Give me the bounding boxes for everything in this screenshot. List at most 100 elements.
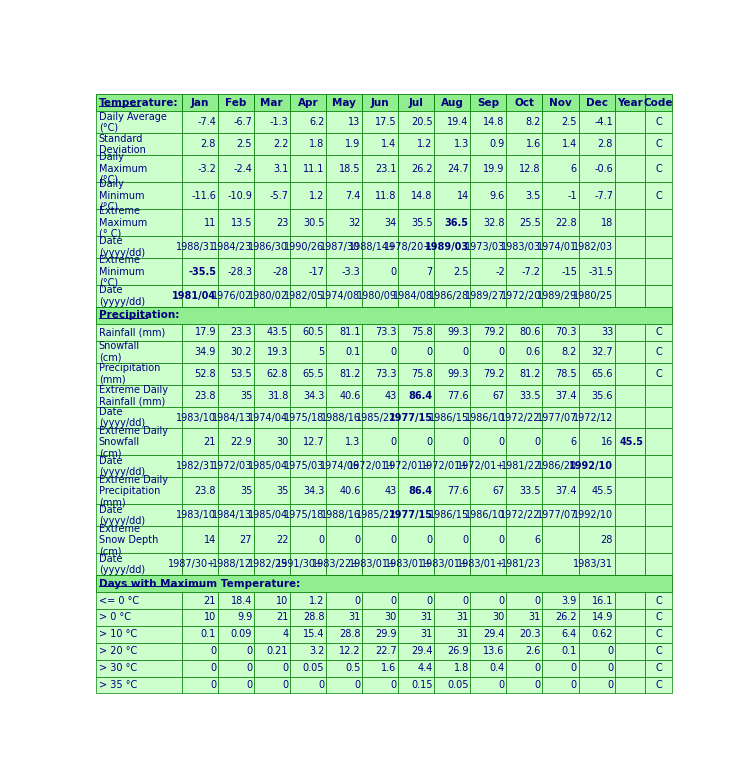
Bar xyxy=(290,626,326,643)
Bar xyxy=(645,526,672,553)
Text: 0: 0 xyxy=(535,663,541,673)
Bar xyxy=(645,182,672,209)
Text: 1986/10: 1986/10 xyxy=(465,413,505,423)
Bar xyxy=(326,94,362,112)
Bar xyxy=(290,477,326,505)
Bar xyxy=(434,505,470,526)
Bar xyxy=(614,592,645,609)
Text: 7.4: 7.4 xyxy=(345,190,361,200)
Bar xyxy=(614,477,645,505)
Bar xyxy=(542,94,578,112)
Bar xyxy=(506,406,542,428)
Text: 0: 0 xyxy=(391,680,397,690)
Bar xyxy=(645,609,672,626)
Text: -1.3: -1.3 xyxy=(269,117,288,127)
Bar xyxy=(470,236,506,258)
Text: 1972/01+: 1972/01+ xyxy=(385,462,433,471)
Text: 79.2: 79.2 xyxy=(483,369,505,378)
Text: 3.5: 3.5 xyxy=(526,190,541,200)
Bar xyxy=(578,385,614,406)
Text: 0: 0 xyxy=(246,647,252,656)
Text: 73.3: 73.3 xyxy=(375,328,397,337)
Bar xyxy=(470,505,506,526)
Text: 18: 18 xyxy=(601,218,613,228)
Text: 1983/01+: 1983/01+ xyxy=(349,559,397,569)
Text: 35.6: 35.6 xyxy=(592,391,613,401)
Text: 1972/01+: 1972/01+ xyxy=(421,462,469,471)
Text: 30: 30 xyxy=(384,612,397,622)
Bar xyxy=(290,676,326,693)
Bar xyxy=(434,626,470,643)
Bar xyxy=(217,406,254,428)
Bar xyxy=(182,553,218,576)
Text: 53.5: 53.5 xyxy=(230,369,252,378)
Bar xyxy=(542,553,578,576)
Bar xyxy=(645,626,672,643)
Bar xyxy=(398,236,434,258)
Bar xyxy=(290,94,326,112)
Text: 31: 31 xyxy=(421,629,433,640)
Text: 18.4: 18.4 xyxy=(231,596,252,605)
Text: 1982/03: 1982/03 xyxy=(573,242,613,252)
Bar xyxy=(217,363,254,385)
Text: Days with Maximum Temperature:: Days with Maximum Temperature: xyxy=(99,579,300,589)
Bar xyxy=(470,477,506,505)
Text: -1: -1 xyxy=(567,190,577,200)
Text: -17: -17 xyxy=(308,267,324,277)
Bar xyxy=(506,133,542,155)
Text: Standard
Deviation: Standard Deviation xyxy=(99,133,146,154)
Text: 1991/30+: 1991/30+ xyxy=(276,559,324,569)
Text: 75.8: 75.8 xyxy=(411,328,433,337)
Bar xyxy=(254,428,290,456)
Bar xyxy=(542,660,578,676)
Bar xyxy=(326,428,362,456)
Bar xyxy=(326,285,362,307)
Bar xyxy=(326,553,362,576)
Bar xyxy=(182,609,218,626)
Text: 1981/23: 1981/23 xyxy=(501,559,541,569)
Text: Daily
Maximum
(°C): Daily Maximum (°C) xyxy=(99,152,147,185)
Bar xyxy=(506,592,542,609)
Bar xyxy=(506,324,542,341)
Bar xyxy=(97,626,182,643)
Text: 20.3: 20.3 xyxy=(520,629,541,640)
Text: 0: 0 xyxy=(463,437,469,447)
Bar xyxy=(97,428,182,456)
Bar xyxy=(217,236,254,258)
Bar xyxy=(578,341,614,363)
Bar xyxy=(470,643,506,660)
Text: 22.7: 22.7 xyxy=(375,647,397,656)
Text: 21: 21 xyxy=(204,596,216,605)
Bar xyxy=(326,592,362,609)
Text: 0.1: 0.1 xyxy=(562,647,577,656)
Text: 0: 0 xyxy=(463,596,469,605)
Text: 0: 0 xyxy=(318,680,324,690)
Text: 79.2: 79.2 xyxy=(483,328,505,337)
Bar xyxy=(542,592,578,609)
Bar xyxy=(398,477,434,505)
Bar xyxy=(645,406,672,428)
Bar xyxy=(362,553,398,576)
Text: 1984/13: 1984/13 xyxy=(212,413,252,423)
Bar xyxy=(645,236,672,258)
Bar xyxy=(182,324,218,341)
Bar xyxy=(182,676,218,693)
Bar xyxy=(254,406,290,428)
Text: -3.2: -3.2 xyxy=(197,164,216,174)
Bar xyxy=(97,676,182,693)
Text: 80.6: 80.6 xyxy=(520,328,541,337)
Bar xyxy=(506,477,542,505)
Text: 0: 0 xyxy=(607,663,613,673)
Bar xyxy=(398,592,434,609)
Text: 2.2: 2.2 xyxy=(273,139,288,149)
Bar xyxy=(470,676,506,693)
Text: 0: 0 xyxy=(391,596,397,605)
Bar xyxy=(614,406,645,428)
Bar xyxy=(97,94,182,112)
Text: 1.2: 1.2 xyxy=(309,190,324,200)
Bar xyxy=(362,155,398,182)
Text: Extreme Daily
Rainfall (mm): Extreme Daily Rainfall (mm) xyxy=(99,385,168,406)
Bar xyxy=(326,182,362,209)
Text: 29.9: 29.9 xyxy=(375,629,397,640)
Bar xyxy=(290,209,326,236)
